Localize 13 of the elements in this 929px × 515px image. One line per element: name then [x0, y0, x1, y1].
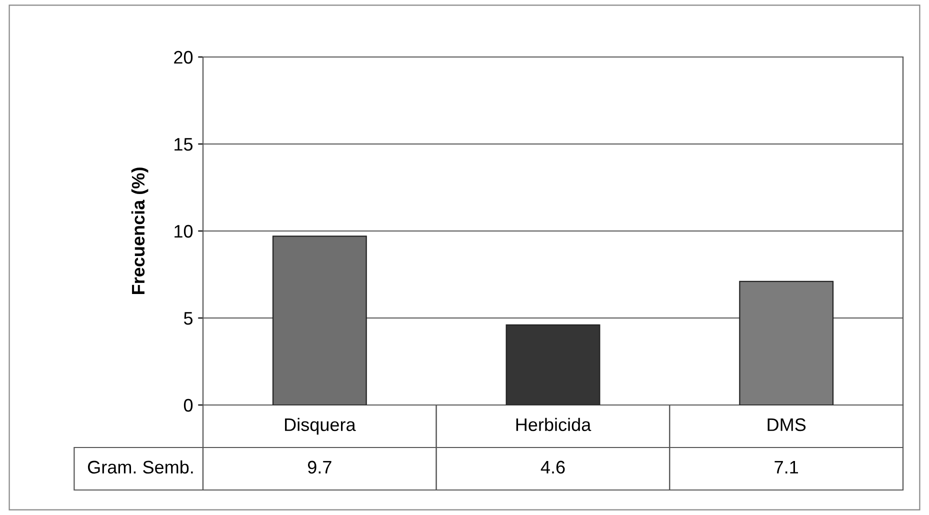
data-label: 9.7	[308, 460, 332, 474]
y-tick-label: 10	[174, 224, 193, 238]
data-label: 7.1	[774, 460, 798, 474]
y-tick-label: 5	[184, 312, 193, 325]
text: Gram. Semb.	[88, 460, 193, 474]
y-tick-label: 0	[184, 398, 193, 412]
x-tick-label: DMS	[768, 418, 806, 432]
data-label: 4.6	[540, 460, 565, 474]
y-tick-label: 20	[174, 50, 193, 64]
y-axis-title: Frecuencia (%)	[131, 168, 148, 294]
y-tick-label: 15	[174, 138, 193, 151]
x-tick-label: Herbicida	[516, 418, 592, 432]
x-tick-label: Disquera	[285, 418, 356, 435]
